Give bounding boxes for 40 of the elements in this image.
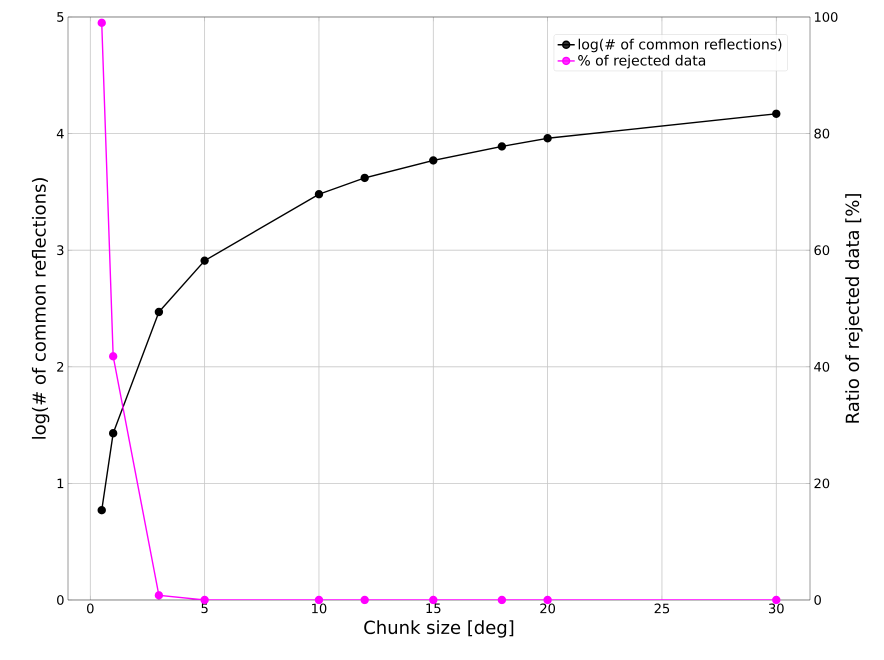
y2-tick-label: 80 <box>814 128 830 139</box>
x-axis-title: Chunk size [deg] <box>364 620 514 638</box>
point <box>360 596 369 604</box>
point <box>429 156 438 165</box>
y2-tick-label: 40 <box>814 362 830 372</box>
point <box>200 596 209 604</box>
y-tick-label: 1 <box>58 478 64 488</box>
point <box>108 352 118 360</box>
point <box>314 190 324 198</box>
legend-label: % of rejected data <box>578 54 706 68</box>
y-tick-label: 0 <box>57 595 64 605</box>
point <box>154 591 164 600</box>
point <box>498 596 506 604</box>
x-tick-label: 5 <box>201 604 208 614</box>
y2-axis-title: Ratio of rejected data [%] <box>845 194 863 423</box>
x-tick-label: 25 <box>654 604 670 614</box>
point <box>360 174 369 182</box>
point <box>772 110 780 118</box>
point <box>98 18 106 28</box>
x-tick-label: 20 <box>540 604 556 614</box>
point <box>498 142 506 151</box>
legend-label: log(# of common reflections) <box>578 38 782 52</box>
y-tick-label: 3 <box>57 245 64 256</box>
point <box>543 134 552 142</box>
x-tick-label: 30 <box>768 604 784 614</box>
y2-tick-label: 20 <box>814 478 830 488</box>
x-tick-label: 10 <box>312 604 326 614</box>
y-tick-label: 5 <box>57 12 64 22</box>
point <box>108 429 118 438</box>
y2-tick-label: 0 <box>814 595 821 605</box>
x-tick-label: 15 <box>426 604 440 614</box>
y-axis-title: log(# of common reflections) <box>32 178 50 439</box>
y-tick-label: 2 <box>57 362 64 372</box>
y-tick-label: 4 <box>56 128 64 138</box>
x-tick-label: 0 <box>87 604 94 614</box>
point <box>98 506 106 514</box>
y2-tick-label: 60 <box>814 245 830 256</box>
point <box>154 308 164 316</box>
point <box>200 256 209 265</box>
y2-tick-label: 100 <box>814 12 838 22</box>
